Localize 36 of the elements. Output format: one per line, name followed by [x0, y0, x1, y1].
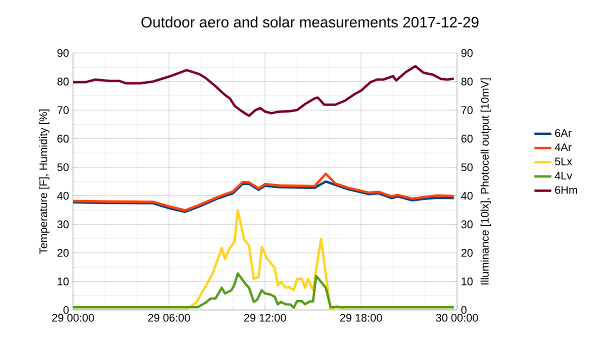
y2-tick-label: 20	[461, 248, 473, 257]
y2-tick-label: 40	[461, 192, 473, 200]
x-tick-label: 30 00:00	[436, 314, 478, 322]
y-axis-title: Temperature [F], Humidity [%]	[39, 110, 50, 254]
y2-tick-label: 90	[461, 49, 473, 57]
legend-label: 5Lx	[554, 158, 572, 166]
legend-label: 6Ar	[555, 129, 572, 137]
chart-title: Outdoor aero and solar measurements 2017-12-29	[141, 16, 478, 28]
legend-label: 6Hm	[555, 186, 578, 194]
y-tick-label: 0	[63, 306, 69, 314]
line-series	[73, 64, 455, 118]
x-tick-label: 29 12:00	[244, 314, 286, 322]
y2-tick-label: 80	[461, 78, 473, 86]
line-series	[73, 172, 455, 212]
y2-tick-label: 30	[461, 220, 473, 228]
y2-axis-title: Illuminance [10lx], Photocell output [10mV]	[480, 78, 491, 284]
y-tick-label: 50	[57, 163, 69, 172]
y2-tick-label: 70	[461, 106, 473, 114]
y-tick-label: 20	[57, 248, 69, 257]
y-tick-label: 70	[57, 106, 69, 114]
line-series	[73, 180, 455, 213]
y-tick-label: 10	[58, 278, 69, 286]
y-tick-label: 80	[57, 78, 69, 86]
legend-label: 4Ar	[554, 143, 572, 152]
x-tick-label: 29 06:00	[148, 314, 190, 322]
y-tick-label: 60	[57, 134, 69, 143]
y2-tick-label: 0	[461, 306, 467, 314]
y-tick-label: 30	[57, 220, 69, 228]
y2-tick-label: 50	[461, 163, 473, 172]
y-tick-label: 90	[57, 49, 69, 57]
x-tick-label: 29 00:00	[52, 314, 94, 322]
y2-tick-label: 60	[461, 134, 473, 143]
legend-label: 4Lv	[554, 172, 572, 180]
y-tick-label: 40	[57, 192, 69, 200]
y2-tick-label: 10	[462, 278, 473, 286]
x-tick-label: 29 18:00	[340, 314, 382, 322]
